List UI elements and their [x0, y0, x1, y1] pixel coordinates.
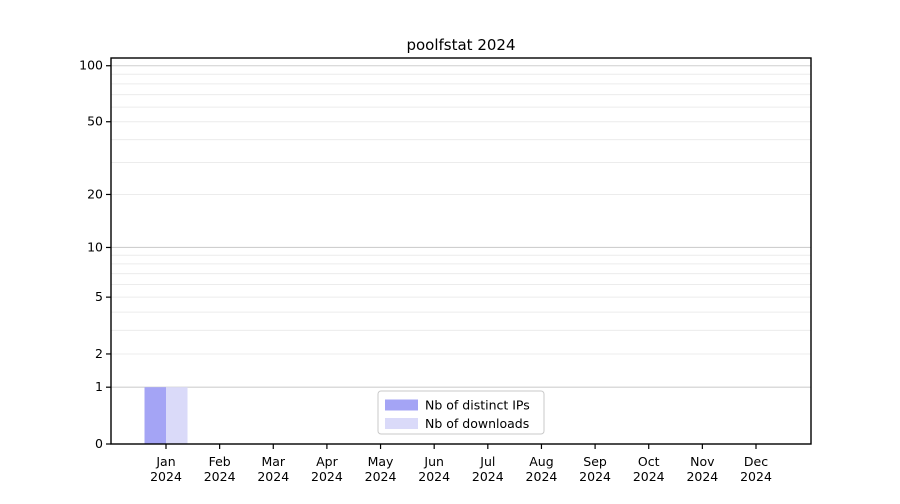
x-axis-tick-label-year: 2024	[311, 469, 343, 484]
x-axis-tick-label-year: 2024	[686, 469, 718, 484]
x-axis-tick-label-month: Nov	[690, 454, 715, 469]
x-axis-tick-label-year: 2024	[579, 469, 611, 484]
x-axis-tick-label-year: 2024	[472, 469, 504, 484]
y-axis: 0 1 2 5 10 20 50 100	[79, 58, 111, 451]
legend-swatch-distinct-ips	[385, 399, 418, 411]
x-axis-tick-label-month: Dec	[744, 454, 768, 469]
legend-box	[377, 390, 545, 435]
chart-title: poolfstat 2024	[406, 36, 515, 54]
bar-nb-of-distinct-ips	[144, 387, 166, 444]
plot-frame	[110, 57, 812, 445]
x-axis-tick-label-year: 2024	[740, 469, 772, 484]
legend-swatch-downloads	[385, 418, 418, 429]
x-axis-tick-label-month: Jul	[479, 454, 495, 469]
y-axis-tick-label: 10	[87, 239, 103, 254]
x-axis-tick-label-year: 2024	[150, 469, 182, 484]
legend-label: Nb of distinct IPs	[425, 398, 530, 413]
x-axis-tick-label-month: Feb	[209, 454, 231, 469]
y-axis-tick-label: 0	[95, 436, 103, 451]
x-axis-tick-label-month: Apr	[316, 454, 338, 469]
x-axis-tick-label-month: Oct	[638, 454, 660, 469]
gridlines	[111, 65, 811, 388]
bar-nb-of-downloads	[166, 387, 188, 444]
x-axis-tick-label-month: Jun	[423, 454, 444, 469]
x-axis-tick-label-year: 2024	[526, 469, 558, 484]
x-axis-tick-label-month: May	[368, 454, 394, 469]
x-axis-tick-label-year: 2024	[204, 469, 236, 484]
x-axis-tick-label-year: 2024	[365, 469, 397, 484]
y-axis-tick-label: 2	[95, 346, 103, 361]
bar-series	[144, 387, 188, 444]
x-axis: Jan2024Feb2024Mar2024Apr2024May2024Jun20…	[150, 444, 772, 484]
x-axis-tick-label-year: 2024	[257, 469, 289, 484]
y-axis-tick-label: 5	[95, 289, 103, 304]
x-axis-tick-label-month: Jan	[155, 454, 175, 469]
y-axis-tick-label: 20	[87, 186, 103, 201]
legend: Nb of distinct IPs Nb of downloads	[377, 390, 545, 435]
legend-label: Nb of downloads	[425, 416, 529, 431]
x-axis-tick-label-month: Mar	[261, 454, 285, 469]
x-axis-tick-label-year: 2024	[633, 469, 665, 484]
y-axis-tick-label: 1	[95, 379, 103, 394]
x-axis-tick-label-month: Aug	[529, 454, 553, 469]
x-axis-tick-label-year: 2024	[418, 469, 450, 484]
y-axis-tick-label: 50	[87, 114, 103, 129]
y-axis-tick-label: 100	[79, 58, 103, 73]
x-axis-tick-label-month: Sep	[583, 454, 607, 469]
